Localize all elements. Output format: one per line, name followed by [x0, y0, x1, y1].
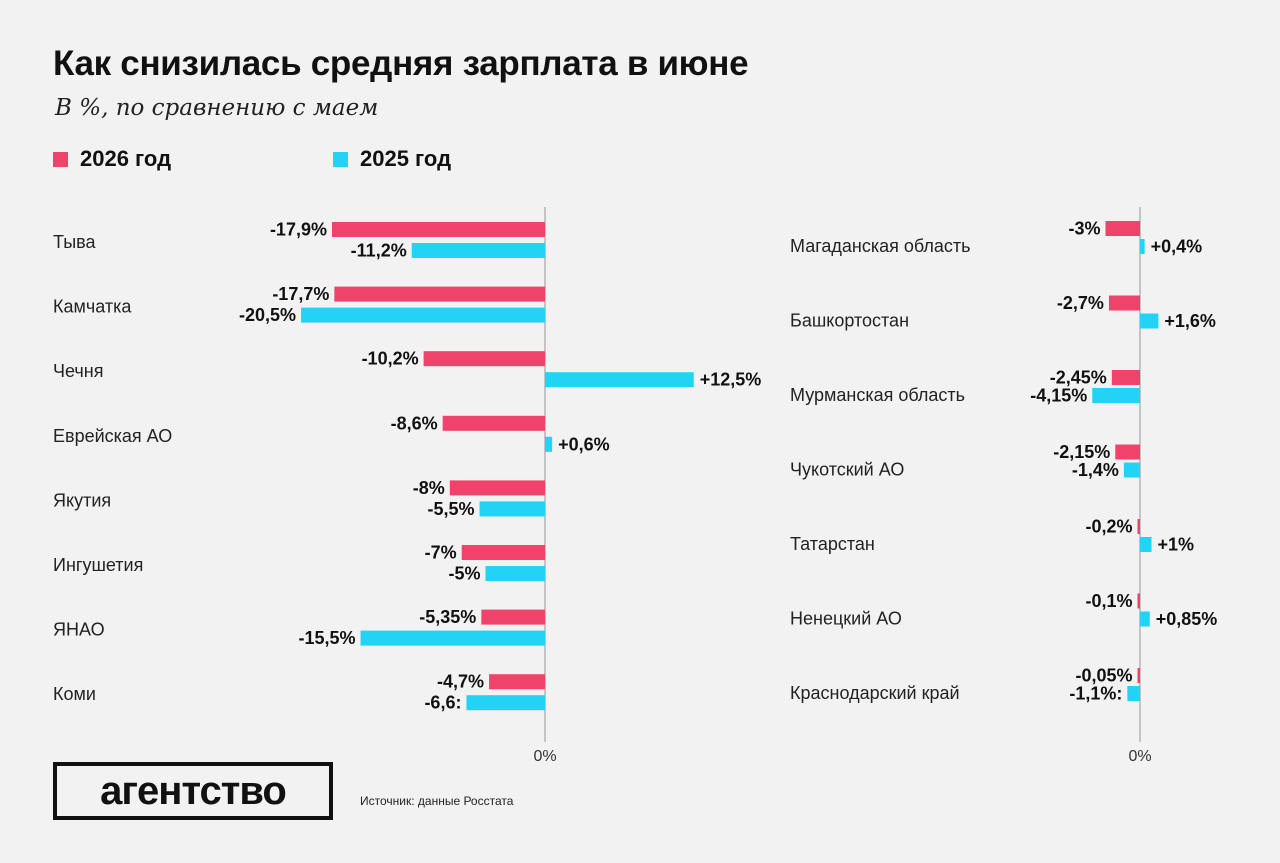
chart-subtitle: В %, по сравнению с маем: [55, 95, 379, 121]
legend-label-2025: 2025 год: [360, 146, 452, 171]
panel1-data-label-2025: -20,5%: [239, 305, 296, 325]
panel1-bar-2025: [479, 501, 545, 517]
panel2-bar-2025: [1140, 239, 1145, 254]
legend-swatch-2025: [333, 151, 348, 167]
panel1-bar-2025: [545, 436, 553, 452]
panel1-bar-2025: [360, 630, 545, 646]
panel1-category-label: Тыва: [53, 232, 97, 252]
panel2-data-label-2025: +0,85%: [1156, 609, 1218, 629]
panel1-data-label-2026: -17,9%: [270, 220, 327, 240]
panel2-bar-2025: [1140, 537, 1152, 552]
panel2-bar-2025: [1140, 611, 1150, 627]
panel2-data-label-2025: -1,1%:: [1069, 684, 1122, 704]
panel1-category-label: Еврейская АО: [53, 426, 172, 446]
panel1-bar-2026: [334, 286, 545, 302]
panel1-category-label: Ингушетия: [53, 555, 143, 575]
panel1-bar-2025: [545, 372, 694, 388]
panel2-data-label-2025: -4,15%: [1030, 386, 1087, 406]
panel1-bar-2026: [481, 609, 545, 625]
panel1-bar-2025: [466, 695, 545, 711]
legend-swatch-2026: [53, 151, 68, 167]
source-note: Источник: данные Росстата: [360, 794, 514, 808]
agency-logo: агентство: [53, 762, 333, 820]
panel2-bar-2026: [1137, 593, 1140, 609]
panel1-data-label-2026: -7%: [425, 543, 457, 563]
panel2-category-label: Ненецкий АО: [790, 609, 902, 629]
panel1-category-label: Якутия: [53, 490, 111, 510]
panel1-data-label-2025: +0,6%: [558, 434, 610, 454]
panel2-category-label: Краснодарский край: [790, 683, 960, 703]
panel1-data-label-2025: -5,5%: [428, 499, 475, 519]
panel2-bar-2026: [1108, 295, 1140, 311]
panel1-data-label-2026: -8,6%: [391, 413, 438, 433]
panel2-data-label-2026: -2,15%: [1053, 442, 1110, 462]
panel1-data-label-2026: -4,7%: [437, 672, 484, 692]
panel1-data-label-2025: -5%: [448, 564, 480, 584]
panel2-data-label-2025: +1,6%: [1164, 311, 1216, 331]
panel1-bar-2026: [461, 545, 545, 560]
panel2-category-label: Чукотский АО: [790, 460, 904, 480]
panel2-category-label: Магаданская область: [790, 236, 971, 256]
panel2-bar-2025: [1123, 462, 1140, 478]
panel1-data-label-2025: -6,6:: [424, 693, 461, 713]
legend-label-2026: 2026 год: [80, 146, 172, 171]
legend-item-2025: 2025 год: [333, 146, 451, 172]
panel1-category-label: Камчатка: [53, 297, 132, 317]
panel2-bar-2026: [1105, 221, 1140, 236]
panel2-bar-2026: [1137, 519, 1140, 534]
panel1-data-label-2026: -5,35%: [419, 607, 476, 627]
panel2-data-label-2026: -0,2%: [1085, 517, 1132, 537]
chart-title: Как снизилась средняя зарплата в июне: [53, 44, 749, 83]
panel2-zero-label: 0%: [1128, 748, 1151, 765]
panel1-bar-2026: [442, 415, 545, 431]
panel1-data-label-2026: -10,2%: [362, 349, 419, 369]
panel2-category-label: Башкортостан: [790, 311, 909, 331]
panel2-data-label-2025: -1,4%: [1072, 460, 1119, 480]
panel2-bar-2025: [1140, 313, 1159, 329]
panel1-bar-2026: [423, 351, 545, 367]
panel1-data-label-2026: -17,7%: [272, 284, 329, 304]
panel1-data-label-2025: -15,5%: [299, 628, 356, 648]
panel2-data-label-2026: -0,1%: [1085, 591, 1132, 611]
panel1-category-label: Коми: [53, 684, 96, 704]
panel2-bar-2025: [1127, 686, 1140, 701]
panel1-category-label: ЯНАО: [53, 620, 105, 640]
panel2-category-label: Мурманская область: [790, 385, 965, 405]
panel1-zero-label: 0%: [533, 748, 556, 765]
panel1-bar-2025: [411, 243, 545, 258]
panel1-data-label-2026: -8%: [413, 478, 445, 498]
panel2-data-label-2025: +1%: [1158, 535, 1195, 555]
panel2-data-label-2025: +0,4%: [1151, 237, 1203, 257]
panel1-data-label-2025: +12,5%: [700, 370, 762, 390]
panel2-bar-2026: [1115, 444, 1140, 460]
legend-item-2026: 2026 год: [53, 146, 171, 172]
panel2-data-label-2026: -2,7%: [1057, 293, 1104, 313]
panel1-data-label-2025: -11,2%: [351, 241, 407, 261]
panel2-bar-2026: [1111, 370, 1140, 385]
panel2-bar-2025: [1092, 388, 1140, 403]
panel1-bar-2026: [449, 480, 545, 496]
panel2-bar-2026: [1137, 668, 1140, 683]
panel2-data-label-2026: -3%: [1068, 219, 1100, 239]
panel1-bar-2025: [485, 566, 545, 581]
panel1-bar-2025: [301, 307, 545, 323]
panel2-category-label: Татарстан: [790, 534, 875, 554]
panel1-bar-2026: [489, 674, 545, 690]
panel1-bar-2026: [331, 222, 545, 237]
panel1-category-label: Чечня: [53, 361, 103, 381]
panel2-data-label-2026: -2,45%: [1050, 368, 1107, 388]
panel2-data-label-2026: -0,05%: [1075, 666, 1132, 686]
